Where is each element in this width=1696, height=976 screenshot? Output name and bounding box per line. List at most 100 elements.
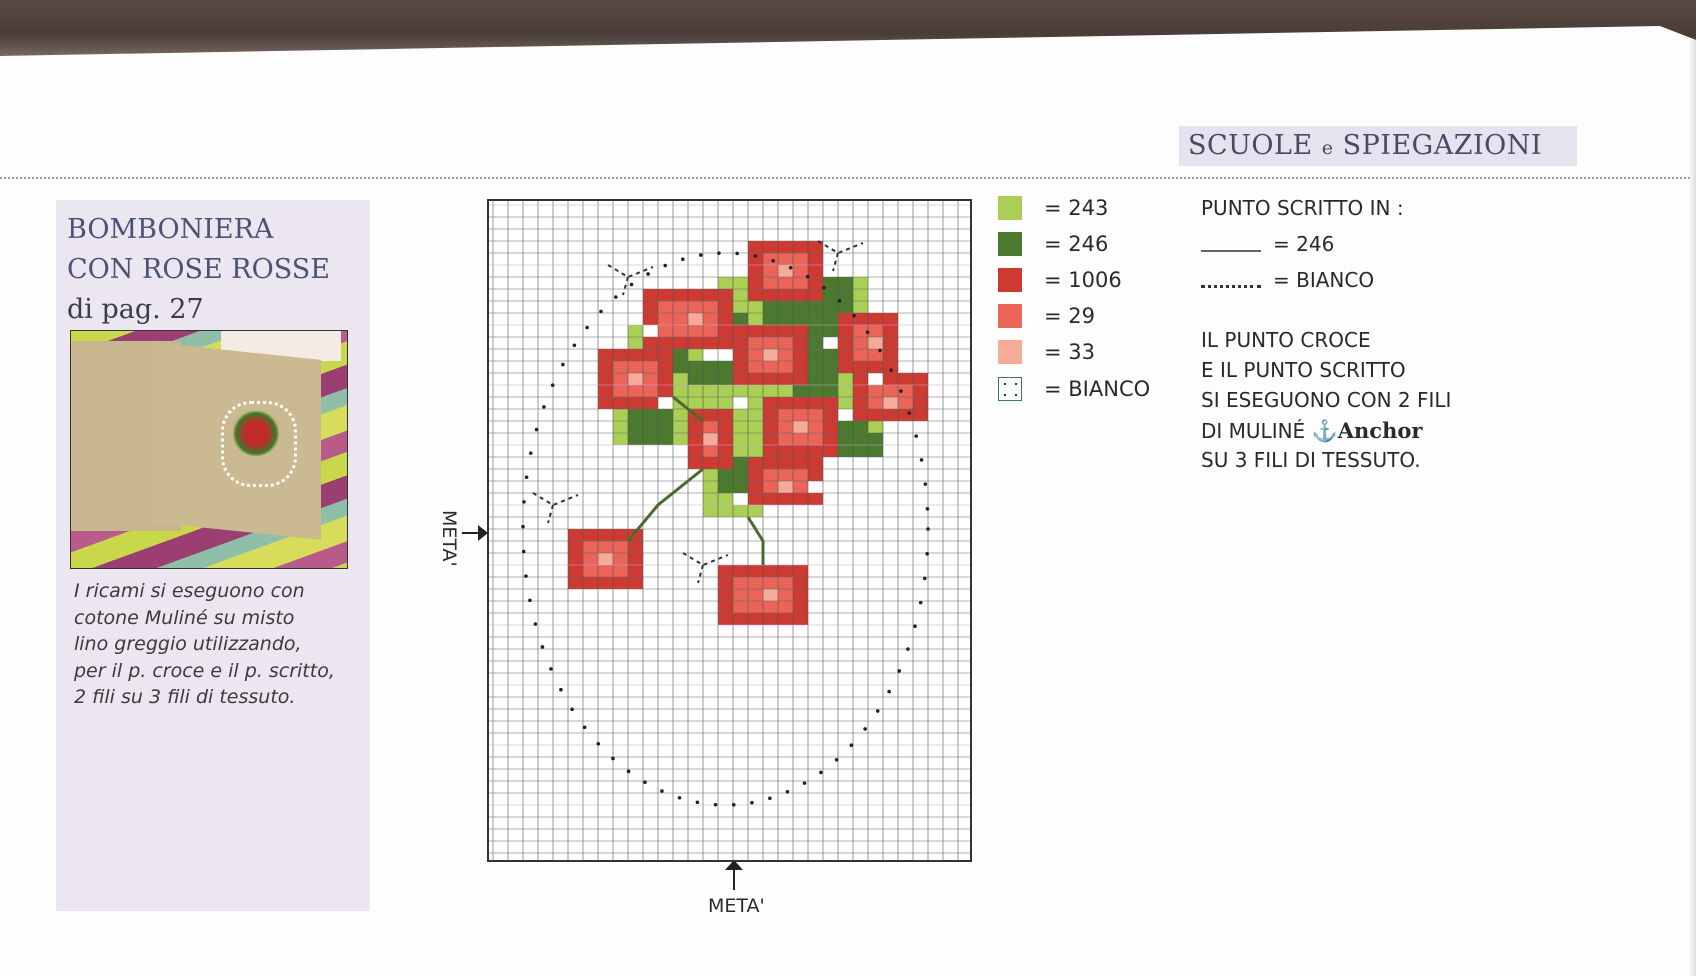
white-backstitch-dot (865, 330, 870, 335)
stem-backstitch (746, 516, 765, 565)
white-backstitch-dot (626, 769, 631, 774)
white-backstitch-dot (660, 789, 664, 793)
white-backstitch-dot (849, 743, 854, 747)
anchor-logo: ⚓Anchor (1311, 418, 1423, 443)
backstitch-solid-label: = 246 (1273, 232, 1335, 256)
white-backstitch-dot (646, 272, 650, 276)
dotted-line-sample (1201, 285, 1261, 288)
center-marker-bottom-label: META' (708, 895, 765, 917)
white-backstitch-dot (677, 795, 682, 800)
stitch-block (883, 397, 898, 409)
stitch-block (763, 349, 778, 361)
caption-line: 2 fili su 3 fili di tessuto. (74, 686, 296, 708)
leaf-sprig-backstitch (682, 552, 729, 584)
instruction-line: DI MULINÉ ⚓Anchor (1201, 418, 1422, 444)
caption-line: per il p. croce e il p. scritto, (74, 659, 335, 682)
white-backstitch-dot (731, 802, 736, 807)
photo-caption: I ricami si eseguono con cotone Muliné s… (74, 578, 335, 711)
caption-line: cotone Muliné su misto (74, 606, 295, 629)
center-marker-left-label: META' (438, 510, 460, 567)
caption-line: lino greggio utilizzando, (74, 633, 302, 655)
white-backstitch-dot (771, 258, 775, 263)
title-line-2: CON ROSE ROSSE (67, 254, 330, 285)
white-backstitch-dot (599, 309, 603, 314)
white-backstitch-dot (768, 796, 772, 801)
white-backstitch-dot (906, 647, 910, 651)
white-backstitch-dot (750, 800, 754, 805)
white-backstitch-dot (521, 549, 526, 554)
leaf-sprig-backstitch (817, 240, 864, 272)
white-backstitch-dot (805, 274, 810, 279)
blank-cell (703, 349, 718, 361)
white-backstitch-dot (559, 687, 563, 692)
header-divider (0, 177, 1690, 179)
anchor-brand: Anchor (1337, 418, 1423, 443)
header-word-2: SPIEGAZIONI (1342, 130, 1543, 161)
white-backstitch-dot (570, 707, 574, 712)
blank-cell (643, 325, 658, 337)
backstitch-solid-row: = 246 (1201, 232, 1334, 256)
white-backstitch-dot (897, 669, 901, 673)
legend-label: = 1006 (1044, 268, 1122, 292)
white-backstitch-dot (914, 434, 918, 438)
white-backstitch-dot (785, 789, 790, 794)
white-backstitch-dot (582, 725, 587, 730)
white-dot-swatch (998, 377, 1022, 401)
header-word-1: SCUOLE (1188, 130, 1313, 161)
white-backstitch-dot (887, 689, 891, 694)
stem-backstitch (626, 467, 704, 542)
project-photo (70, 330, 348, 569)
white-backstitch-dot (540, 645, 545, 649)
white-backstitch-dot (528, 598, 532, 603)
white-backstitch-dot (899, 389, 903, 393)
title-line-1: BOMBONIERA (67, 214, 274, 245)
white-backstitch-dot (926, 527, 930, 531)
white-backstitch-dot (802, 781, 807, 785)
legend-label: = 246 (1044, 232, 1109, 256)
white-backstitch-dot (596, 741, 601, 746)
stitch-grid (489, 201, 970, 860)
white-backstitch-dot (907, 411, 912, 415)
white-backstitch-dot (521, 524, 525, 529)
white-backstitch-dot (713, 802, 718, 807)
white-backstitch-dot (822, 286, 826, 290)
stitch-block (688, 313, 703, 325)
legend-label: = 243 (1044, 196, 1109, 220)
stitch-block (793, 421, 808, 433)
white-backstitch-dot (925, 552, 929, 556)
white-backstitch-dot (611, 756, 615, 761)
white-backstitch-dot (629, 282, 634, 287)
white-backstitch-dot (698, 253, 703, 257)
stitch-block (628, 373, 643, 385)
page-reference: di pag. 27 (67, 294, 204, 325)
white-backstitch-dot (663, 263, 667, 268)
color-swatch (998, 268, 1022, 292)
white-backstitch-dot (837, 299, 842, 303)
section-header-title: SCUOLE e SPIEGAZIONI (1188, 130, 1542, 161)
white-backstitch-dot (533, 622, 538, 626)
color-swatch (998, 304, 1022, 328)
white-backstitch-dot (735, 251, 739, 256)
blank-cell (733, 493, 748, 505)
backstitch-heading: PUNTO SCRITTO IN : (1201, 196, 1404, 220)
stitch-block (628, 409, 673, 445)
project-title: BOMBONIERA CON ROSE ROSSE di pag. 27 (67, 210, 330, 330)
white-backstitch-dot (863, 727, 867, 731)
color-swatch (998, 196, 1022, 220)
blank-cell (868, 373, 883, 385)
blank-cell (718, 349, 733, 361)
color-swatch (998, 340, 1022, 364)
white-backstitch-dot (717, 251, 721, 255)
white-backstitch-dot (561, 362, 565, 367)
stitch-block (763, 589, 778, 601)
solid-line-sample (1201, 249, 1261, 252)
stitch-block (598, 553, 613, 565)
color-swatch (998, 232, 1022, 256)
backstitch-dotted-label: = BIANCO (1273, 268, 1375, 292)
page-edge (1688, 40, 1696, 976)
instruction-line: SU 3 FILI DI TESSUTO. (1201, 448, 1421, 472)
instruction-line: IL PUNTO CROCE (1201, 328, 1371, 352)
white-backstitch-dot (614, 295, 618, 299)
white-backstitch-dot (913, 624, 917, 629)
caption-line: I ricami si eseguono con (74, 580, 305, 602)
